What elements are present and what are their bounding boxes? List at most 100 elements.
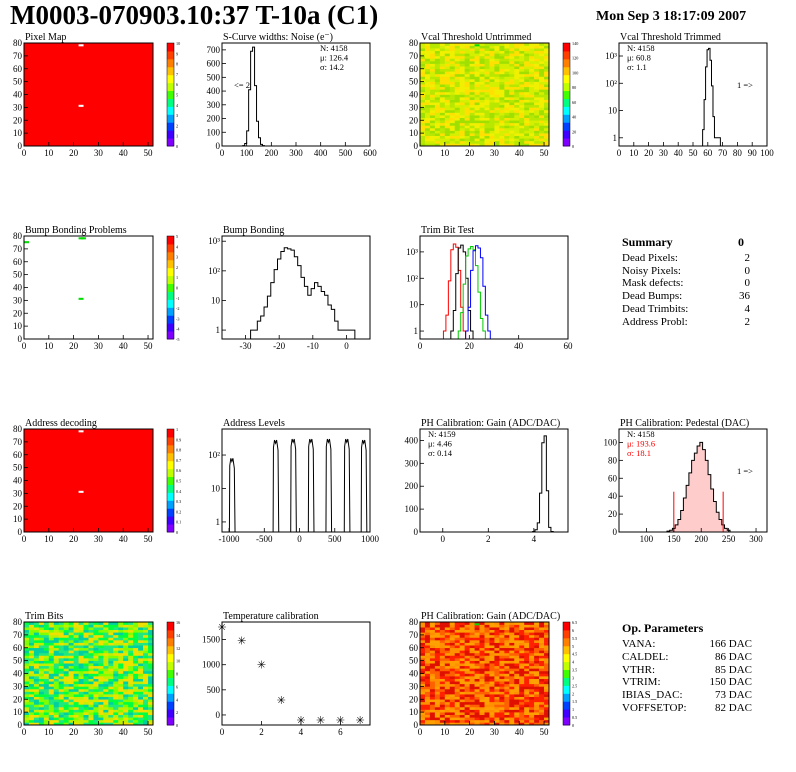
heatmap-cell xyxy=(504,701,510,705)
colorbar-label: 1 xyxy=(176,427,178,432)
heatmap-cell xyxy=(148,709,154,713)
summary-label: Mask defects: xyxy=(622,277,684,290)
heatmap-cell xyxy=(464,637,470,641)
heatmap-cell xyxy=(113,712,119,716)
heatmap-cell xyxy=(484,706,490,710)
summary-value: 4 xyxy=(744,302,751,315)
heatmap-cell xyxy=(420,68,426,72)
heatmap-cell xyxy=(73,717,79,721)
heatmap-cell xyxy=(58,629,64,633)
heatmap-cell xyxy=(434,688,441,692)
colorbar-label: 4 xyxy=(176,244,179,249)
heatmap-cell xyxy=(78,704,84,708)
heatmap-cell xyxy=(434,107,441,111)
heatmap-cell xyxy=(53,670,60,674)
heatmap-cell xyxy=(420,76,426,80)
heatmap-cell xyxy=(73,652,79,656)
heatmap-cell xyxy=(449,89,456,93)
heatmap-cell xyxy=(459,61,465,64)
heatmap-cell xyxy=(138,660,144,664)
heatmap-cell xyxy=(439,130,446,134)
heatmap-cell xyxy=(420,645,426,649)
heatmap-cell xyxy=(48,647,55,651)
heatmap-cell xyxy=(489,122,495,126)
heatmap-cell xyxy=(429,663,436,667)
heatmap-cell xyxy=(499,670,505,674)
colorbar-segment xyxy=(167,130,174,139)
heatmap-cell xyxy=(113,699,119,703)
heatmap-cell xyxy=(529,117,535,121)
heatmap-cell xyxy=(68,688,74,692)
heatmap-cell xyxy=(479,678,485,682)
heatmap-cell xyxy=(148,688,154,692)
heatmap-cell xyxy=(113,686,119,690)
heatmap-cell xyxy=(464,676,470,679)
heatmap-cell xyxy=(73,676,79,679)
heatmap-cell xyxy=(83,660,89,664)
heatmap-cell xyxy=(133,681,139,685)
heatmap-cell xyxy=(479,79,485,82)
y-tick-label: 30 xyxy=(13,488,23,498)
heatmap-cell xyxy=(499,665,505,669)
heatmap-cell xyxy=(474,55,480,59)
heatmap-cell xyxy=(499,66,505,70)
heatmap-cell xyxy=(424,143,431,147)
heatmap-cell xyxy=(539,43,545,46)
heatmap-cell xyxy=(449,140,456,144)
heatmap-cell xyxy=(459,89,465,93)
heatmap-cell xyxy=(118,681,124,685)
heatmap-cell xyxy=(449,629,456,633)
heatmap-cell xyxy=(444,647,451,651)
heatmap-cell xyxy=(524,663,530,667)
colorbar-segment xyxy=(167,122,174,131)
heatmap-cell xyxy=(24,722,30,726)
heatmap-cell xyxy=(429,668,436,672)
heatmap-cell xyxy=(429,658,436,661)
x-tick-label: 20 xyxy=(465,727,475,737)
x-tick-label: 50 xyxy=(144,148,154,158)
heatmap-cell xyxy=(479,696,485,700)
plot-frame xyxy=(23,235,154,340)
heatmap-cell xyxy=(534,629,540,633)
heatmap-cell xyxy=(103,681,109,685)
colorbar-label: 8 xyxy=(176,62,178,67)
heatmap-cell xyxy=(424,622,431,625)
heatmap-cell xyxy=(479,622,485,625)
heatmap-cell xyxy=(58,622,64,625)
heatmap-cell xyxy=(429,717,436,721)
y-tick-label: 80 xyxy=(13,38,23,48)
heatmap-cell xyxy=(43,642,50,646)
heatmap-cell xyxy=(514,48,520,52)
heatmap-cell xyxy=(33,632,40,636)
heatmap-cell xyxy=(444,660,451,664)
colorbar-label: 6 xyxy=(572,628,574,633)
heatmap-cell xyxy=(474,660,480,664)
heatmap-cell xyxy=(424,647,431,651)
heatmap-cell xyxy=(434,622,441,625)
heatmap-cell xyxy=(33,719,40,723)
heatmap-cell xyxy=(138,714,144,718)
heatmap-cell xyxy=(519,681,525,685)
heatmap-cell xyxy=(509,109,515,113)
heatmap-cell xyxy=(449,125,456,129)
heatmap-cell xyxy=(534,694,540,697)
heatmap-cell xyxy=(504,694,510,697)
heatmap-cell xyxy=(434,699,441,703)
heatmap-cell xyxy=(24,624,30,628)
heatmap-cell xyxy=(128,665,134,669)
heatmap-cell xyxy=(28,678,35,682)
heatmap-cell xyxy=(434,717,441,721)
heatmap-cell xyxy=(499,94,505,98)
heatmap-cell xyxy=(539,45,545,49)
heatmap-cell xyxy=(479,704,485,708)
heatmap-cell xyxy=(424,665,431,669)
heatmap-cell xyxy=(474,688,480,692)
heatmap-cell xyxy=(108,624,114,628)
heatmap-cell xyxy=(113,678,119,682)
heatmap-cell xyxy=(529,645,535,649)
colorbar-segment xyxy=(167,267,174,277)
colorbar-frame xyxy=(562,42,571,147)
heatmap-cell xyxy=(479,102,485,106)
heatmap-cell xyxy=(489,694,495,697)
heatmap-cell xyxy=(474,58,480,62)
